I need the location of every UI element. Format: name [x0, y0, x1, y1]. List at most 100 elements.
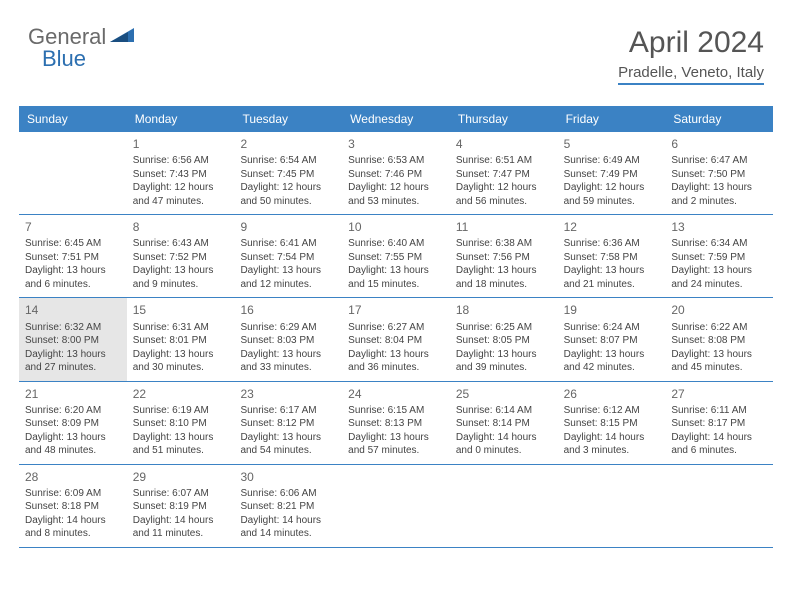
- day-number: 28: [25, 469, 121, 485]
- sunrise-line: Sunrise: 6:40 AM: [348, 237, 444, 251]
- day-cell: 12Sunrise: 6:36 AMSunset: 7:58 PMDayligh…: [558, 215, 666, 297]
- sunset-line: Sunset: 7:49 PM: [564, 168, 660, 182]
- sunset-line: Sunset: 8:10 PM: [133, 417, 229, 431]
- day-number: 14: [25, 302, 121, 318]
- sunset-line: Sunset: 8:09 PM: [25, 417, 121, 431]
- day-number: 16: [240, 302, 336, 318]
- day-cell-empty: [665, 465, 773, 547]
- day-cell: 15Sunrise: 6:31 AMSunset: 8:01 PMDayligh…: [127, 298, 235, 380]
- sunrise-line: Sunrise: 6:17 AM: [240, 404, 336, 418]
- day-cell: 30Sunrise: 6:06 AMSunset: 8:21 PMDayligh…: [234, 465, 342, 547]
- daylight-line: Daylight: 14 hours and 14 minutes.: [240, 514, 336, 541]
- day-cell: 23Sunrise: 6:17 AMSunset: 8:12 PMDayligh…: [234, 382, 342, 464]
- sunset-line: Sunset: 7:50 PM: [671, 168, 767, 182]
- weekday-header-sunday: Sunday: [19, 106, 127, 132]
- daylight-line: Daylight: 13 hours and 27 minutes.: [25, 348, 121, 375]
- day-cell: 24Sunrise: 6:15 AMSunset: 8:13 PMDayligh…: [342, 382, 450, 464]
- sunrise-line: Sunrise: 6:51 AM: [456, 154, 552, 168]
- calendar-grid: SundayMondayTuesdayWednesdayThursdayFrid…: [19, 106, 773, 548]
- day-number: 20: [671, 302, 767, 318]
- daylight-line: Daylight: 13 hours and 30 minutes.: [133, 348, 229, 375]
- day-number: 4: [456, 136, 552, 152]
- sunset-line: Sunset: 7:52 PM: [133, 251, 229, 265]
- day-number: 15: [133, 302, 229, 318]
- day-number: 8: [133, 219, 229, 235]
- day-number: 11: [456, 219, 552, 235]
- day-cell: 4Sunrise: 6:51 AMSunset: 7:47 PMDaylight…: [450, 132, 558, 214]
- daylight-line: Daylight: 13 hours and 12 minutes.: [240, 264, 336, 291]
- day-cell: 29Sunrise: 6:07 AMSunset: 8:19 PMDayligh…: [127, 465, 235, 547]
- day-number: 2: [240, 136, 336, 152]
- day-number: 29: [133, 469, 229, 485]
- daylight-line: Daylight: 13 hours and 15 minutes.: [348, 264, 444, 291]
- day-cell: 21Sunrise: 6:20 AMSunset: 8:09 PMDayligh…: [19, 382, 127, 464]
- day-cell: 19Sunrise: 6:24 AMSunset: 8:07 PMDayligh…: [558, 298, 666, 380]
- weekday-header-friday: Friday: [558, 106, 666, 132]
- sunrise-line: Sunrise: 6:12 AM: [564, 404, 660, 418]
- sunset-line: Sunset: 8:07 PM: [564, 334, 660, 348]
- sunrise-line: Sunrise: 6:09 AM: [25, 487, 121, 501]
- title-block: April 2024 Pradelle, Veneto, Italy: [618, 26, 764, 85]
- day-number: 10: [348, 219, 444, 235]
- daylight-line: Daylight: 13 hours and 48 minutes.: [25, 431, 121, 458]
- month-title: April 2024: [618, 26, 764, 60]
- day-number: 9: [240, 219, 336, 235]
- sunset-line: Sunset: 7:43 PM: [133, 168, 229, 182]
- sunset-line: Sunset: 8:13 PM: [348, 417, 444, 431]
- week-row: 1Sunrise: 6:56 AMSunset: 7:43 PMDaylight…: [19, 132, 773, 215]
- sunset-line: Sunset: 8:00 PM: [25, 334, 121, 348]
- day-cell: 17Sunrise: 6:27 AMSunset: 8:04 PMDayligh…: [342, 298, 450, 380]
- sunset-line: Sunset: 8:14 PM: [456, 417, 552, 431]
- sunset-line: Sunset: 7:56 PM: [456, 251, 552, 265]
- daylight-line: Daylight: 13 hours and 51 minutes.: [133, 431, 229, 458]
- day-number: 21: [25, 386, 121, 402]
- sunset-line: Sunset: 8:03 PM: [240, 334, 336, 348]
- sunset-line: Sunset: 8:05 PM: [456, 334, 552, 348]
- weekday-header-tuesday: Tuesday: [234, 106, 342, 132]
- day-cell: 28Sunrise: 6:09 AMSunset: 8:18 PMDayligh…: [19, 465, 127, 547]
- daylight-line: Daylight: 12 hours and 56 minutes.: [456, 181, 552, 208]
- week-row: 14Sunrise: 6:32 AMSunset: 8:00 PMDayligh…: [19, 298, 773, 381]
- day-number: 7: [25, 219, 121, 235]
- location-subtitle: Pradelle, Veneto, Italy: [618, 64, 764, 85]
- daylight-line: Daylight: 14 hours and 8 minutes.: [25, 514, 121, 541]
- sunrise-line: Sunrise: 6:15 AM: [348, 404, 444, 418]
- sunset-line: Sunset: 8:15 PM: [564, 417, 660, 431]
- sunset-line: Sunset: 8:08 PM: [671, 334, 767, 348]
- sunrise-line: Sunrise: 6:53 AM: [348, 154, 444, 168]
- day-cell: 1Sunrise: 6:56 AMSunset: 7:43 PMDaylight…: [127, 132, 235, 214]
- weekday-header-thursday: Thursday: [450, 106, 558, 132]
- day-cell: 26Sunrise: 6:12 AMSunset: 8:15 PMDayligh…: [558, 382, 666, 464]
- daylight-line: Daylight: 13 hours and 24 minutes.: [671, 264, 767, 291]
- sunrise-line: Sunrise: 6:54 AM: [240, 154, 336, 168]
- day-number: 19: [564, 302, 660, 318]
- sunset-line: Sunset: 8:21 PM: [240, 500, 336, 514]
- day-cell: 8Sunrise: 6:43 AMSunset: 7:52 PMDaylight…: [127, 215, 235, 297]
- daylight-line: Daylight: 14 hours and 0 minutes.: [456, 431, 552, 458]
- sunrise-line: Sunrise: 6:36 AM: [564, 237, 660, 251]
- day-cell-empty: [558, 465, 666, 547]
- sunrise-line: Sunrise: 6:22 AM: [671, 321, 767, 335]
- day-cell: 10Sunrise: 6:40 AMSunset: 7:55 PMDayligh…: [342, 215, 450, 297]
- sunset-line: Sunset: 8:17 PM: [671, 417, 767, 431]
- week-row: 28Sunrise: 6:09 AMSunset: 8:18 PMDayligh…: [19, 465, 773, 548]
- sunset-line: Sunset: 7:59 PM: [671, 251, 767, 265]
- week-row: 7Sunrise: 6:45 AMSunset: 7:51 PMDaylight…: [19, 215, 773, 298]
- sunset-line: Sunset: 8:19 PM: [133, 500, 229, 514]
- sunrise-line: Sunrise: 6:41 AM: [240, 237, 336, 251]
- sunrise-line: Sunrise: 6:19 AM: [133, 404, 229, 418]
- day-cell: 7Sunrise: 6:45 AMSunset: 7:51 PMDaylight…: [19, 215, 127, 297]
- sunrise-line: Sunrise: 6:25 AM: [456, 321, 552, 335]
- sunrise-line: Sunrise: 6:11 AM: [671, 404, 767, 418]
- daylight-line: Daylight: 13 hours and 2 minutes.: [671, 181, 767, 208]
- day-number: 23: [240, 386, 336, 402]
- day-cell: 3Sunrise: 6:53 AMSunset: 7:46 PMDaylight…: [342, 132, 450, 214]
- day-number: 27: [671, 386, 767, 402]
- daylight-line: Daylight: 12 hours and 53 minutes.: [348, 181, 444, 208]
- day-cell: 6Sunrise: 6:47 AMSunset: 7:50 PMDaylight…: [665, 132, 773, 214]
- day-cell: 20Sunrise: 6:22 AMSunset: 8:08 PMDayligh…: [665, 298, 773, 380]
- sunset-line: Sunset: 7:54 PM: [240, 251, 336, 265]
- day-cell-empty: [342, 465, 450, 547]
- weekday-header-wednesday: Wednesday: [342, 106, 450, 132]
- day-cell-empty: [450, 465, 558, 547]
